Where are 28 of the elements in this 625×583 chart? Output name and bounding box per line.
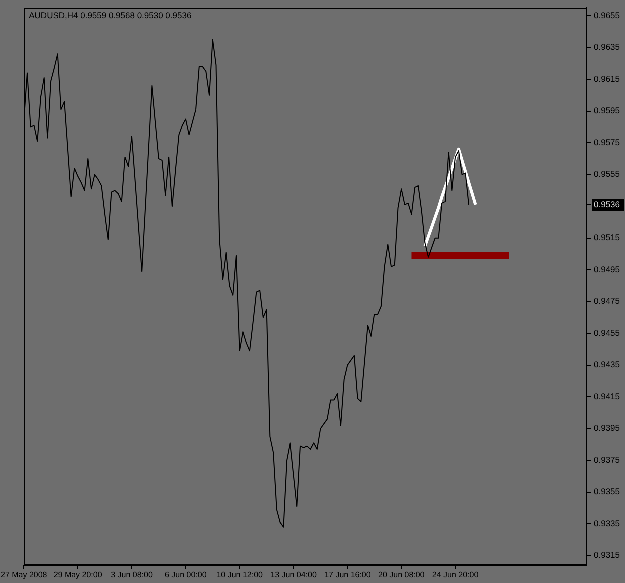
- x-tick-label: 6 Jun 00:00: [165, 570, 208, 580]
- y-tick-label: 0.9515: [594, 232, 620, 243]
- x-tick-label: 17 Jun 16:00: [324, 570, 372, 580]
- y-tick-label: 0.9415: [594, 391, 620, 402]
- y-tick-label: 0.9435: [594, 360, 620, 370]
- y-tick-label: 0.9355: [594, 486, 620, 497]
- y-tick-label: 0.9555: [594, 169, 620, 180]
- y-tick-label: 0.9595: [594, 106, 620, 116]
- y-tick-label: 0.9655: [594, 10, 620, 20]
- x-tick-label: 13 Jun 04:00: [270, 570, 318, 580]
- y-tick-label: 0.9575: [594, 137, 620, 148]
- x-tick-label: 10 Jun 12:00: [216, 570, 264, 580]
- chart-title: AUDUSD,H4 0.9559 0.9568 0.9530 0.9536: [29, 10, 192, 21]
- y-tick-label: 0.9536: [594, 199, 620, 210]
- y-tick-label: 0.9395: [594, 423, 620, 434]
- x-tick-label: 24 Jun 20:00: [432, 570, 480, 580]
- y-tick-label: 0.9635: [594, 42, 620, 52]
- y-tick-label: 0.9615: [594, 74, 620, 84]
- x-tick-label: 3 Jun 08:00: [111, 570, 154, 580]
- x-tick-label: 29 May 20:00: [54, 570, 103, 580]
- y-tick-label: 0.9315: [594, 550, 620, 560]
- y-tick-label: 0.9455: [594, 328, 620, 338]
- y-tick-label: 0.9335: [594, 518, 620, 528]
- y-tick-label: 0.9495: [594, 264, 620, 274]
- x-tick-label: 27 May 2008: [0, 570, 48, 580]
- x-tick-label: 20 Jun 08:00: [378, 570, 426, 580]
- y-tick-label: 0.9375: [594, 454, 620, 465]
- y-tick-label: 0.9475: [594, 296, 620, 306]
